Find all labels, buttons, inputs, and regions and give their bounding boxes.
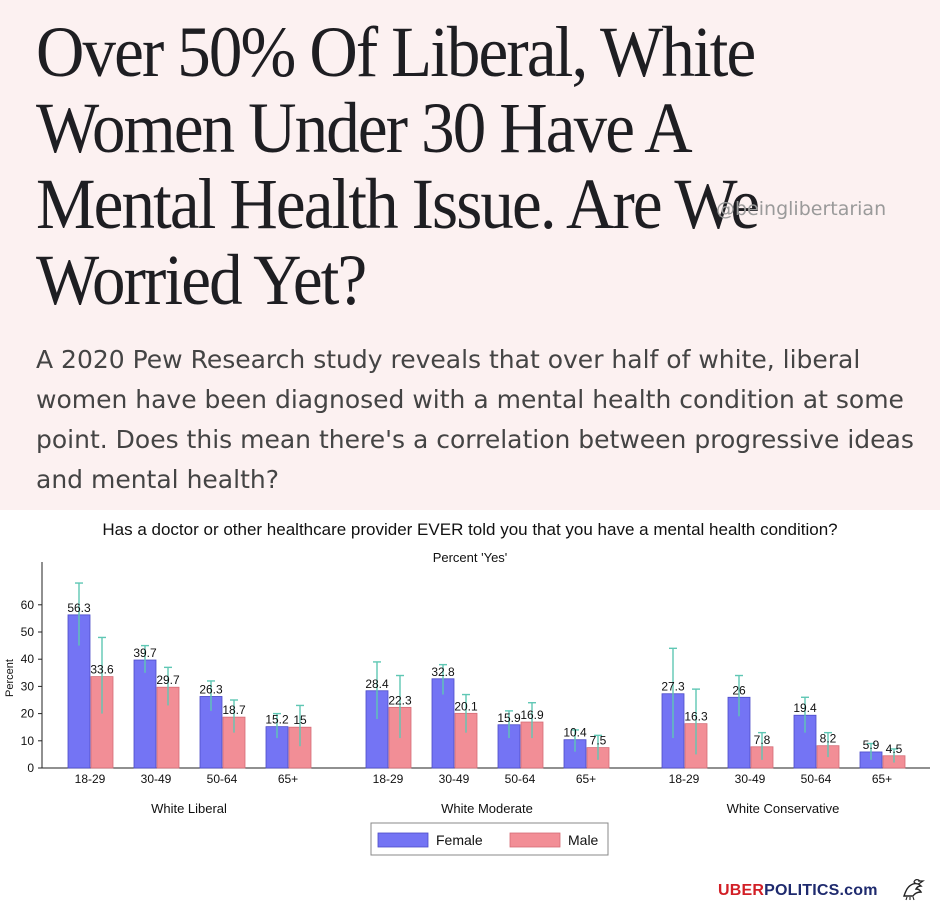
value-label-female: 27.3 xyxy=(661,680,685,694)
y-tick-label: 20 xyxy=(21,707,35,721)
brand-part-2: POLITICS.com xyxy=(764,882,878,899)
eagle-icon xyxy=(903,879,925,901)
x-tick-label: 65+ xyxy=(872,772,892,786)
y-tick-label: 10 xyxy=(21,734,35,748)
x-tick-label: 30-49 xyxy=(141,772,172,786)
value-label-male: 20.1 xyxy=(454,699,478,713)
value-label-female: 39.7 xyxy=(133,646,157,660)
value-label-male: 33.6 xyxy=(90,663,114,677)
value-label-female: 5.9 xyxy=(863,738,880,752)
brand-part-1: UBER xyxy=(718,882,765,899)
group-label: White Liberal xyxy=(151,801,227,816)
value-label-male: 18.7 xyxy=(222,703,246,717)
value-label-male: 16.9 xyxy=(520,708,544,722)
x-tick-label: 30-49 xyxy=(735,772,766,786)
x-tick-label: 18-29 xyxy=(373,772,404,786)
legend-label-male: Male xyxy=(568,832,599,848)
author-handle: @beinglibertarian xyxy=(716,198,887,220)
headline: Over 50% Of Liberal, White Women Under 3… xyxy=(36,12,760,320)
legend-label-female: Female xyxy=(436,832,483,848)
legend-swatch-male xyxy=(509,832,561,848)
x-tick-label: 50-64 xyxy=(207,772,238,786)
x-tick-label: 65+ xyxy=(576,772,596,786)
legend-swatch-female xyxy=(377,832,429,848)
chart-figure: 0 10 20 30 40 50 60 Percent 56.3 33.6 18-29 39.7 29.… xyxy=(0,516,940,868)
value-label-male: 7.5 xyxy=(590,734,607,748)
value-label-male: 16.3 xyxy=(684,710,708,724)
value-label-female: 26.3 xyxy=(199,682,223,696)
brand-logo-text: UBERPOLITICS.com xyxy=(718,882,878,900)
value-label-female: 15.2 xyxy=(265,713,289,727)
value-label-female: 32.8 xyxy=(431,665,455,679)
group-label: White Conservative xyxy=(727,801,840,816)
x-tick-label: 18-29 xyxy=(75,772,106,786)
chart-subtitle: Percent 'Yes' xyxy=(432,550,508,565)
x-tick-label: 50-64 xyxy=(505,772,536,786)
article-header: Over 50% Of Liberal, White Women Under 3… xyxy=(0,0,940,510)
y-tick-label: 30 xyxy=(21,679,35,693)
y-axis-label: Percent xyxy=(4,659,16,697)
x-tick-label: 18-29 xyxy=(669,772,700,786)
value-label-female: 10.4 xyxy=(563,726,587,740)
x-tick-label: 30-49 xyxy=(439,772,470,786)
bar-chart: 0 10 20 30 40 50 60 Percent 56.3 33.6 18-29 39.7 29.… xyxy=(4,562,930,856)
bar-female xyxy=(133,659,157,769)
y-tick-label: 50 xyxy=(21,625,35,639)
value-label-male: 7.8 xyxy=(754,733,771,747)
value-label-male: 4.5 xyxy=(886,742,903,756)
group-label: White Moderate xyxy=(441,801,533,816)
value-label-male: 15 xyxy=(293,713,307,727)
y-tick-label: 60 xyxy=(21,598,35,612)
chart-title: Has a doctor or other healthcare provide… xyxy=(102,520,838,539)
value-label-female: 15.9 xyxy=(497,711,521,725)
article-subtitle: A 2020 Pew Research study reveals that o… xyxy=(36,345,914,494)
value-label-male: 8.2 xyxy=(820,732,837,746)
x-tick-label: 50-64 xyxy=(801,772,832,786)
value-label-female: 28.4 xyxy=(365,677,389,691)
value-label-male: 29.7 xyxy=(156,673,180,687)
x-tick-label: 65+ xyxy=(278,772,298,786)
y-tick-label: 40 xyxy=(21,652,35,666)
value-label-female: 19.4 xyxy=(793,701,817,715)
y-tick-label: 0 xyxy=(27,761,34,775)
value-label-male: 22.3 xyxy=(388,693,412,707)
value-label-female: 56.3 xyxy=(67,601,91,615)
value-label-female: 26 xyxy=(732,683,746,697)
